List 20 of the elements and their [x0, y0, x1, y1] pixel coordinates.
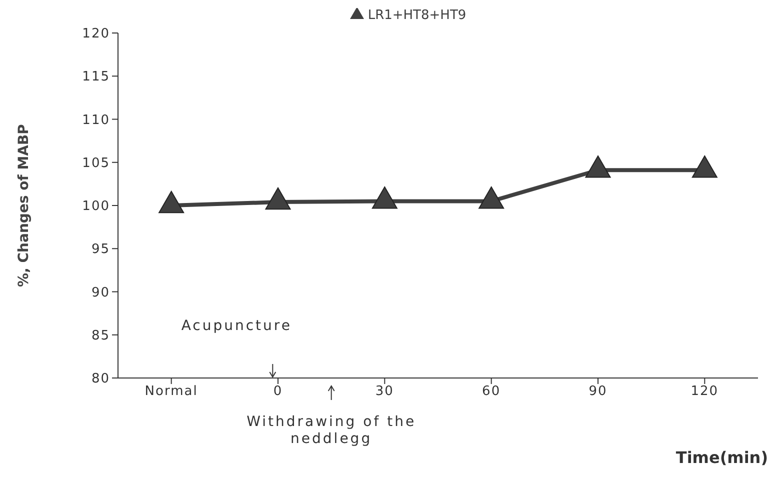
- y-axis-title: %, Changes of MABP: [16, 124, 32, 287]
- y-tick-label: 110: [82, 112, 110, 128]
- x-tick-label: 30: [375, 384, 394, 400]
- y-tick-label: 100: [82, 199, 110, 214]
- text: Withdrawing of the neddlegg: [246, 414, 418, 448]
- x-tick-label: Normal: [144, 384, 198, 400]
- y-tick-label: 85: [91, 328, 110, 344]
- annotation: Acupuncture: [181, 318, 292, 334]
- x-tick-label: 0: [273, 384, 283, 400]
- y-tick-label: 80: [91, 372, 110, 387]
- y-tick-label: 90: [91, 285, 110, 300]
- y-tick-label: 120: [82, 26, 110, 42]
- x-tick-label: 90: [588, 384, 608, 400]
- y-tick-label: 95: [91, 242, 110, 258]
- x-tick-label: 60: [482, 384, 501, 400]
- y-tick-label: 105: [82, 156, 110, 171]
- x-axis-title: Time(min): [676, 448, 768, 467]
- legend-label: LR1+HT8+HT9: [368, 8, 466, 23]
- x-tick-label: 120: [690, 384, 719, 400]
- y-tick-label: 115: [82, 70, 110, 85]
